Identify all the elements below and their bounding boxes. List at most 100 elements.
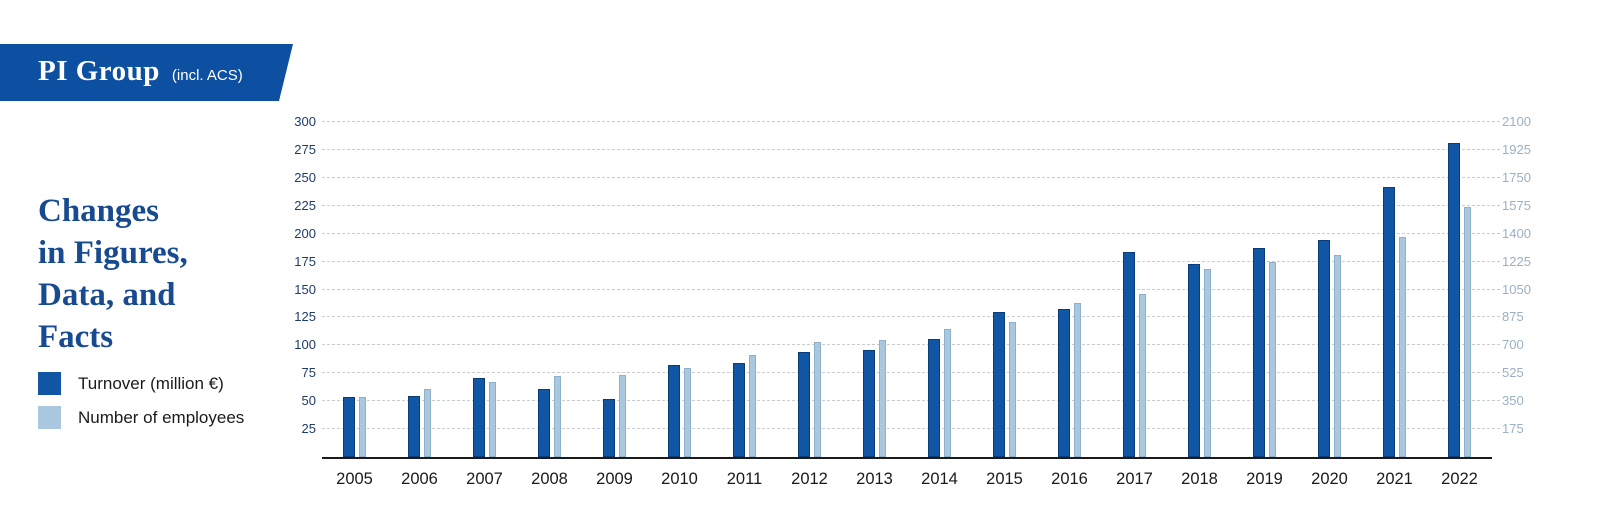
legend-item-turnover: Turnover (million €) [38,372,244,395]
turnover-bar-2008 [538,388,550,457]
legend-item-employees: Number of employees [38,406,244,429]
gridline-275 [322,148,1500,150]
left-axis-tick-300: 300 [294,114,316,129]
employees-bar-2013 [879,339,886,457]
bar-group-2007: 2007 [452,122,517,488]
right-axis-tick-875: 875 [1502,309,1524,325]
year-label-2008: 2008 [531,470,568,488]
year-label-2018: 2018 [1181,470,1218,488]
chart-heading-line-1: Changes [38,193,160,229]
year-label-2011: 2011 [726,470,763,488]
left-axis: 25 50 75 100 125 150 175 200 225 250 275 300 [250,114,316,457]
year-label-2014: 2014 [921,470,958,488]
turnover-bar-2009 [603,398,615,457]
bar-group-2013: 2013 [842,122,907,488]
gridline-200 [322,232,1500,234]
legend-label-employees: Number of employees [78,407,245,427]
year-label-2007: 2007 [466,470,503,488]
gridline-250 [322,176,1500,178]
bar-group-2011: 2011 [712,122,777,488]
bar-group-2016: 2016 [1037,122,1102,488]
gridline-125 [322,316,1500,318]
employees-bar-2012 [814,342,821,457]
right-axis: 175 350 525 700 875 1050 1225 1400 1575 1750 1925 2… [1502,114,1562,457]
gridline-175 [322,260,1500,262]
bar-group-2017: 2017 [1102,122,1167,488]
left-axis-tick-50: 50 [301,393,316,409]
chart-heading-line-3: Data, and [38,277,176,313]
bar-group-2009: 2009 [582,122,647,488]
year-label-2020: 2020 [1311,470,1348,488]
year-label-2021: 2021 [1376,470,1413,488]
year-label-2016: 2016 [1051,470,1088,488]
turnover-bar-2022 [1448,143,1460,457]
gridline-150 [322,288,1500,290]
employees-bar-2019 [1269,261,1276,457]
right-axis-tick-1400: 1400 [1502,225,1531,241]
year-label-2013: 2013 [856,470,893,488]
turnover-bar-2011 [733,363,745,457]
brand-title: PI Group [38,55,160,87]
bar-group-2012: 2012 [777,122,842,488]
employees-bar-2017 [1139,293,1146,457]
bar-group-2015: 2015 [972,122,1037,488]
year-label-2019: 2019 [1246,470,1283,488]
gridline-25 [322,428,1500,430]
year-label-2006: 2006 [401,470,438,488]
left-axis-tick-275: 275 [294,141,316,157]
bar-group-2006: 2006 [387,122,452,488]
bar-group-2005: 2005 [322,122,387,488]
bar-group-2020: 2020 [1297,122,1362,488]
bar-groups: 2005 2006 2007 2008 2009 2010 2011 2012 2013 2014… [322,122,1492,488]
turnover-bar-2017 [1123,251,1135,457]
turnover-bar-2012 [798,352,810,457]
left-axis-tick-125: 125 [294,309,316,325]
left-axis-tick-25: 25 [301,421,316,437]
right-axis-tick-1575: 1575 [1502,197,1531,213]
bar-group-2014: 2014 [907,122,972,488]
chart-heading: Changes in Figures, Data, and Facts [38,190,188,358]
legend-label-turnover: Turnover (million €) [78,373,224,393]
employees-bar-2018 [1204,268,1211,457]
turnover-bar-2013 [863,349,875,457]
gridline-100 [322,344,1500,346]
bar-group-2010: 2010 [647,122,712,488]
turnover-bar-2018 [1188,263,1200,457]
employees-bar-2011 [749,355,756,457]
turnover-bar-2021 [1383,186,1395,457]
left-axis-tick-150: 150 [294,281,316,297]
employees-swatch-icon [38,406,61,429]
right-axis-tick-1050: 1050 [1502,281,1531,297]
chart-heading-line-4: Facts [38,319,114,355]
right-axis-tick-175: 175 [1502,421,1524,437]
right-axis-tick-1925: 1925 [1502,141,1531,157]
turnover-bar-2005 [343,396,355,457]
right-axis-tick-350: 350 [1502,393,1524,409]
gridline-50 [322,400,1500,402]
gridline-300 [322,121,1500,122]
bar-group-2018: 2018 [1167,122,1232,488]
turnover-bar-2019 [1253,248,1265,457]
employees-bar-2016 [1074,303,1081,457]
employees-bar-2009 [619,374,626,457]
left-axis-tick-200: 200 [294,225,316,241]
left-axis-tick-75: 75 [301,365,316,381]
right-axis-tick-1225: 1225 [1502,253,1531,269]
employees-bar-2014 [944,328,951,457]
year-label-2017: 2017 [1116,470,1153,488]
turnover-bar-2010 [668,365,680,457]
year-label-2010: 2010 [661,470,698,488]
bar-chart-plot: 2005 2006 2007 2008 2009 2010 2011 2012 2013 2014… [322,121,1500,488]
chart-legend: Turnover (million €) Number of employees [38,372,244,429]
brand-banner-content: PI Group (incl. ACS) [38,55,243,88]
employees-bar-2005 [359,396,366,457]
bar-group-2008: 2008 [517,122,582,488]
gridline-75 [322,372,1500,374]
employees-bar-2007 [489,382,496,457]
year-label-2022: 2022 [1441,470,1478,488]
year-label-2005: 2005 [336,470,373,488]
employees-bar-2015 [1009,322,1016,457]
right-axis-tick-525: 525 [1502,365,1524,381]
brand-subtitle: (incl. ACS) [171,67,243,84]
